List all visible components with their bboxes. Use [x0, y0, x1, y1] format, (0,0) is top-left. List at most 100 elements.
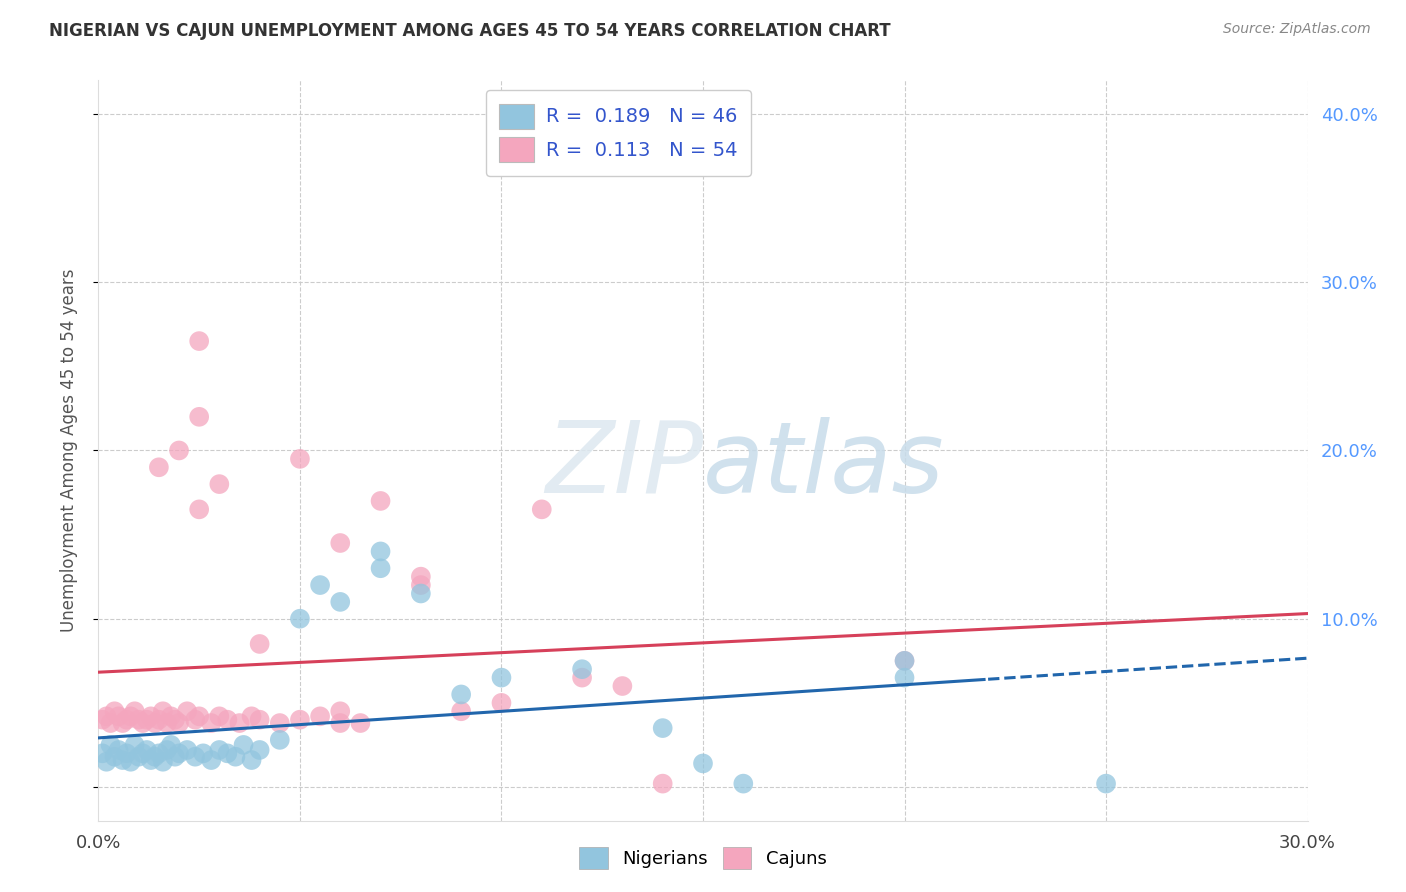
Point — [132, 747, 155, 761]
Point — [148, 460, 170, 475]
Point — [288, 713, 311, 727]
Point — [115, 747, 138, 761]
Point — [100, 738, 122, 752]
Point — [107, 709, 129, 723]
Point — [288, 612, 311, 626]
Point — [409, 569, 432, 583]
Point — [188, 709, 211, 723]
Point — [148, 713, 170, 727]
Point — [167, 443, 190, 458]
Point — [651, 721, 673, 735]
Text: Source: ZipAtlas.com: Source: ZipAtlas.com — [1223, 22, 1371, 37]
Point — [530, 502, 553, 516]
Point — [91, 713, 114, 727]
Point — [571, 662, 593, 676]
Point — [176, 743, 198, 757]
Point — [409, 586, 432, 600]
Point — [148, 747, 170, 761]
Point — [217, 713, 239, 727]
Point — [224, 749, 246, 764]
Point — [115, 713, 138, 727]
Point — [269, 732, 291, 747]
Legend: R =  0.189   N = 46, R =  0.113   N = 54: R = 0.189 N = 46, R = 0.113 N = 54 — [485, 90, 751, 176]
Point — [96, 755, 118, 769]
Point — [176, 704, 198, 718]
Point — [893, 654, 915, 668]
Point — [188, 334, 211, 348]
Text: ZIP: ZIP — [544, 417, 703, 514]
Point — [370, 544, 392, 558]
Point — [103, 749, 125, 764]
Text: atlas: atlas — [703, 417, 945, 514]
Point — [111, 753, 134, 767]
Point — [156, 716, 179, 731]
Point — [228, 716, 250, 731]
Point — [491, 696, 513, 710]
Point — [167, 716, 190, 731]
Point — [184, 749, 207, 764]
Point — [309, 709, 332, 723]
Point — [329, 536, 352, 550]
Point — [450, 704, 472, 718]
Point — [329, 716, 352, 731]
Point — [200, 753, 222, 767]
Point — [193, 747, 215, 761]
Point — [156, 743, 179, 757]
Point — [733, 776, 755, 791]
Point — [249, 743, 271, 757]
Point — [111, 716, 134, 731]
Point — [124, 738, 146, 752]
Point — [152, 755, 174, 769]
Point — [103, 704, 125, 718]
Point — [893, 654, 915, 668]
Point — [135, 713, 157, 727]
Point — [143, 716, 166, 731]
Point — [269, 716, 291, 731]
Point — [120, 709, 142, 723]
Point — [139, 709, 162, 723]
Point — [240, 753, 263, 767]
Point — [329, 704, 352, 718]
Point — [188, 502, 211, 516]
Point — [651, 776, 673, 791]
Point — [163, 713, 186, 727]
Text: NIGERIAN VS CAJUN UNEMPLOYMENT AMONG AGES 45 TO 54 YEARS CORRELATION CHART: NIGERIAN VS CAJUN UNEMPLOYMENT AMONG AGE… — [49, 22, 891, 40]
Point — [1095, 776, 1118, 791]
Point — [124, 704, 146, 718]
Point — [571, 671, 593, 685]
Point — [370, 561, 392, 575]
Point — [240, 709, 263, 723]
Point — [120, 755, 142, 769]
Point — [349, 716, 371, 731]
Point — [128, 749, 150, 764]
Point — [309, 578, 332, 592]
Point — [450, 688, 472, 702]
Point — [128, 713, 150, 727]
Point — [188, 409, 211, 424]
Point — [160, 709, 183, 723]
Point — [200, 716, 222, 731]
Point — [208, 477, 231, 491]
Point — [91, 747, 114, 761]
Point — [249, 713, 271, 727]
Legend: Nigerians, Cajuns: Nigerians, Cajuns — [571, 838, 835, 879]
Point — [232, 738, 254, 752]
Point — [409, 578, 432, 592]
Y-axis label: Unemployment Among Ages 45 to 54 years: Unemployment Among Ages 45 to 54 years — [59, 268, 77, 632]
Point — [167, 747, 190, 761]
Point — [139, 753, 162, 767]
Point — [208, 709, 231, 723]
Point — [163, 749, 186, 764]
Point — [208, 743, 231, 757]
Point — [612, 679, 634, 693]
Point — [184, 713, 207, 727]
Point — [96, 709, 118, 723]
Point — [135, 743, 157, 757]
Point — [217, 747, 239, 761]
Point — [288, 451, 311, 466]
Point — [370, 494, 392, 508]
Point — [893, 671, 915, 685]
Point — [132, 716, 155, 731]
Point — [143, 749, 166, 764]
Point — [100, 716, 122, 731]
